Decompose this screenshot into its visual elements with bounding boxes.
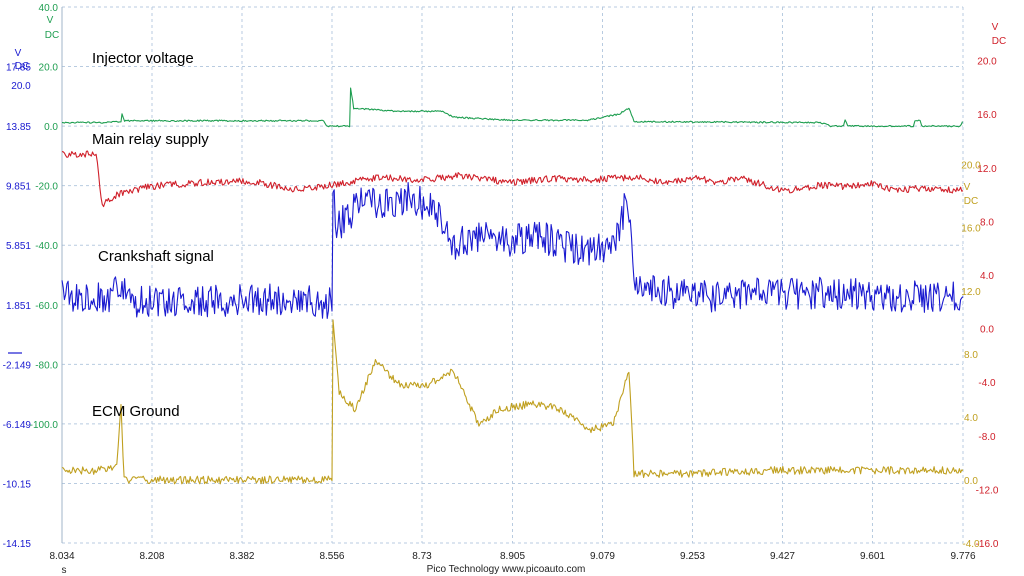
green-axis-tick-label: -40.0 — [35, 241, 58, 252]
green-axis-unit-dc: DC — [45, 30, 59, 41]
red-axis-unit-dc: DC — [992, 36, 1006, 47]
green-axis-tick-label: 0.0 — [44, 122, 58, 133]
x-axis-tick-label: 9.601 — [860, 551, 885, 562]
grid — [61, 6, 964, 544]
trace-label-injector-voltage: Injector voltage — [92, 50, 194, 67]
blue-axis-tick-label: 1.851 — [6, 301, 31, 312]
blue-axis-tick-label: 13.85 — [6, 122, 31, 133]
red-axis-tick-label: 12.0 — [977, 164, 997, 175]
red-axis-unit-v: V — [992, 22, 999, 33]
gold-axis-tick-label: -4.0 — [962, 539, 980, 550]
trace-labels: Injector voltage Main relay supply Cranksh… — [92, 50, 214, 420]
trace-label-main-relay-supply: Main relay supply — [92, 131, 209, 148]
blue-axis-tick-label: 17.85 — [6, 63, 31, 74]
x-axis-tick-label: 8.208 — [139, 551, 164, 562]
green-axis-tick-label: 20.0 — [39, 63, 59, 74]
series-line-main-relay-supply — [61, 150, 964, 208]
x-axis-tick-label: 9.079 — [590, 551, 615, 562]
gold-y-axis: 20.0 16.0 12.0 8.0 4.0 0.0 -4.0 V DC — [961, 161, 981, 550]
blue-axis-tick-label: 9.851 — [6, 182, 31, 193]
red-axis-tick-label: 0.0 — [980, 325, 994, 336]
red-axis-tick-label: 4.0 — [980, 271, 994, 282]
trace-label-crankshaft-signal: Crankshaft signal — [98, 248, 214, 265]
x-axis-tick-label: 8.382 — [229, 551, 254, 562]
green-axis-tick-label: -80.0 — [35, 360, 58, 371]
red-axis-tick-label: -12.0 — [976, 485, 999, 496]
x-axis-tick-label: 9.776 — [950, 551, 975, 562]
blue-y-axis: 17.85 13.85 9.851 5.851 1.851 -2.149 -6.149 -10… — [3, 48, 32, 550]
blue-axis-tick-label: 20.0 — [11, 81, 31, 92]
blue-axis-unit-dc: DC — [15, 61, 29, 72]
traces — [61, 87, 964, 485]
red-axis-tick-label: 8.0 — [980, 217, 994, 228]
x-axis: 8.034 8.208 8.382 8.556 8.73 8.905 9.079 9.253 9… — [49, 551, 975, 562]
series-line-ecm-ground — [61, 319, 964, 485]
x-axis-tick-label: 8.556 — [319, 551, 344, 562]
series-line-injector-voltage — [62, 87, 964, 128]
gold-axis-tick-label: 4.0 — [964, 413, 978, 424]
blue-axis-tick-label: -14.15 — [3, 539, 32, 550]
gold-axis-tick-label: 16.0 — [961, 224, 981, 235]
red-axis-tick-label: 20.0 — [977, 57, 997, 68]
x-axis-tick-label: 8.73 — [412, 551, 432, 562]
x-axis-unit: s — [62, 565, 67, 576]
blue-axis-unit-v: V — [15, 48, 22, 59]
x-axis-tick-label: 9.253 — [680, 551, 705, 562]
green-axis-tick-label: 40.0 — [39, 3, 59, 14]
gold-axis-tick-label: 0.0 — [964, 476, 978, 487]
gold-axis-unit-dc: DC — [964, 196, 978, 207]
blue-axis-tick-label: -2.149 — [3, 360, 32, 371]
x-axis-tick-label: 8.905 — [500, 551, 525, 562]
green-axis-tick-label: -60.0 — [35, 301, 58, 312]
red-y-axis: 20.0 16.0 12.0 8.0 4.0 0.0 -4.0 -8.0 -12.0 -16.0 V… — [976, 22, 1007, 550]
trace-label-ecm-ground: ECM Ground — [92, 403, 180, 420]
gold-axis-tick-label: 20.0 — [961, 161, 981, 172]
blue-axis-tick-label: -6.149 — [3, 420, 32, 431]
red-axis-tick-label: -4.0 — [978, 378, 996, 389]
blue-axis-tick-label: -10.15 — [3, 479, 32, 490]
x-axis-tick-label: 8.034 — [49, 551, 74, 562]
gold-axis-tick-label: 8.0 — [964, 350, 978, 361]
gold-axis-unit-v: V — [964, 182, 971, 193]
footer-credit: Pico Technology www.picoauto.com — [427, 564, 586, 575]
green-axis-tick-label: -20.0 — [35, 182, 58, 193]
series-line-crankshaft-signal — [61, 182, 964, 319]
red-axis-tick-label: -8.0 — [978, 432, 996, 443]
green-axis-tick-label: -100.0 — [30, 420, 59, 431]
red-axis-tick-label: -16.0 — [976, 539, 999, 550]
red-axis-tick-label: 16.0 — [977, 110, 997, 121]
gold-axis-tick-label: 12.0 — [961, 287, 981, 298]
blue-axis-tick-label: 5.851 — [6, 241, 31, 252]
green-y-axis: 40.0 20.0 0.0 -20.0 -40.0 -60.0 -80.0 -100.0 V DC — [30, 3, 60, 431]
x-axis-tick-label: 9.427 — [770, 551, 795, 562]
green-axis-unit-v: V — [47, 15, 54, 26]
